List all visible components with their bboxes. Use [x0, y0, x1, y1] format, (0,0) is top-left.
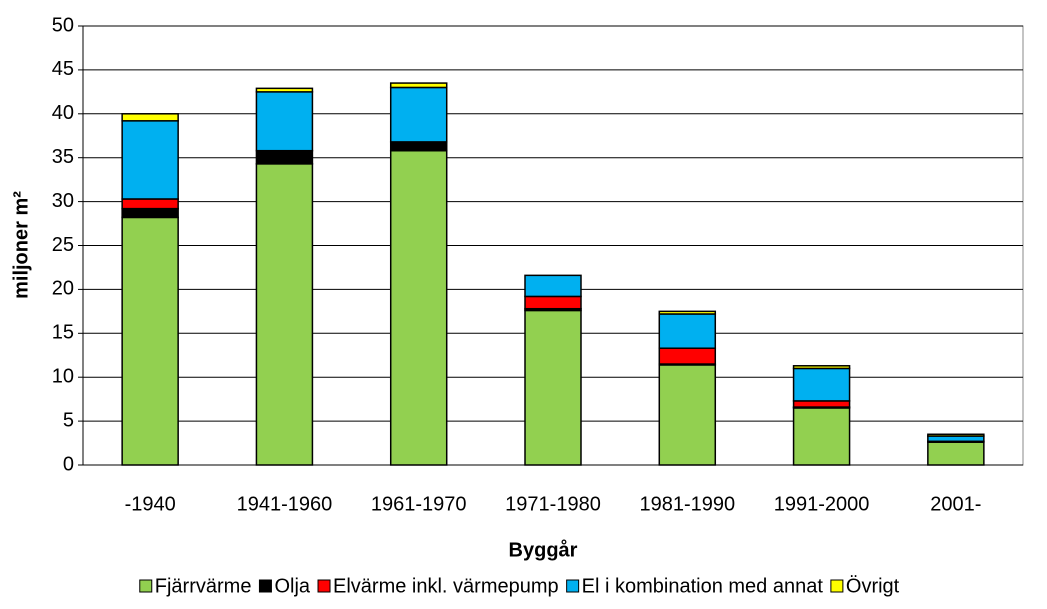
bar-segment — [389, 149, 448, 466]
y-tick-label: 30 — [52, 190, 74, 212]
y-tick-label: 45 — [52, 58, 74, 80]
bar-segment — [255, 163, 314, 466]
bar-segment — [121, 216, 179, 466]
x-tick-label: -1940 — [125, 493, 176, 515]
y-tick-label: 50 — [52, 14, 74, 36]
x-tick-label: 1981-1990 — [639, 493, 735, 515]
x-tick-label: 1971-1980 — [505, 493, 601, 515]
bar-segment — [389, 141, 448, 152]
bar-segment — [658, 313, 717, 349]
y-tick-label: 25 — [52, 234, 74, 256]
legend-swatch — [139, 579, 153, 593]
bar-segment — [792, 407, 851, 466]
bar-segment — [792, 365, 851, 370]
legend-label: Övrigt — [846, 575, 900, 597]
y-tick-label: 5 — [63, 409, 74, 431]
bar-segment — [121, 120, 179, 200]
bar-segment — [792, 400, 851, 408]
y-tick-label: 10 — [52, 365, 74, 387]
bar-segment — [927, 433, 985, 437]
legend-swatch — [258, 579, 272, 593]
legend-label: El i kombination med annat — [582, 575, 824, 597]
bar-segment — [524, 274, 582, 298]
bar-segment — [121, 113, 179, 122]
bar-segment — [121, 207, 179, 219]
bar-segment — [389, 82, 448, 89]
y-tick-label: 40 — [52, 102, 74, 124]
bar-segment — [255, 91, 314, 152]
bar-segment — [524, 295, 582, 310]
y-tick-label: 35 — [52, 146, 74, 168]
legend-swatch — [830, 579, 844, 593]
y-tick-label: 15 — [52, 322, 74, 344]
bar-segment — [389, 86, 448, 143]
legend-swatch — [566, 579, 580, 593]
bar-segment — [255, 149, 314, 165]
legend-label: Olja — [274, 575, 310, 597]
bar-segment — [792, 367, 851, 402]
bar-segment — [658, 364, 717, 466]
y-axis-title: miljoner m² — [10, 191, 32, 299]
bar-segment — [121, 198, 179, 210]
bar-segment — [524, 309, 582, 466]
bar-segment — [658, 347, 717, 365]
x-tick-label: 1961-1970 — [371, 493, 467, 515]
bar-segment — [658, 310, 717, 315]
legend-swatch — [317, 579, 331, 593]
y-tick-label: 0 — [63, 453, 74, 475]
bar-segment — [927, 435, 985, 443]
y-tick-label: 20 — [52, 278, 74, 300]
x-tick-label: 1991-2000 — [774, 493, 870, 515]
legend-label: Fjärrvärme — [155, 575, 252, 597]
x-axis-title: Byggår — [509, 538, 578, 561]
x-tick-label: 1941-1960 — [237, 493, 333, 515]
legend-label: Elvärme inkl. värmepump — [333, 575, 559, 597]
x-tick-label: 2001- — [930, 493, 981, 515]
bar-segment — [255, 87, 314, 93]
bar-segment — [927, 441, 985, 466]
